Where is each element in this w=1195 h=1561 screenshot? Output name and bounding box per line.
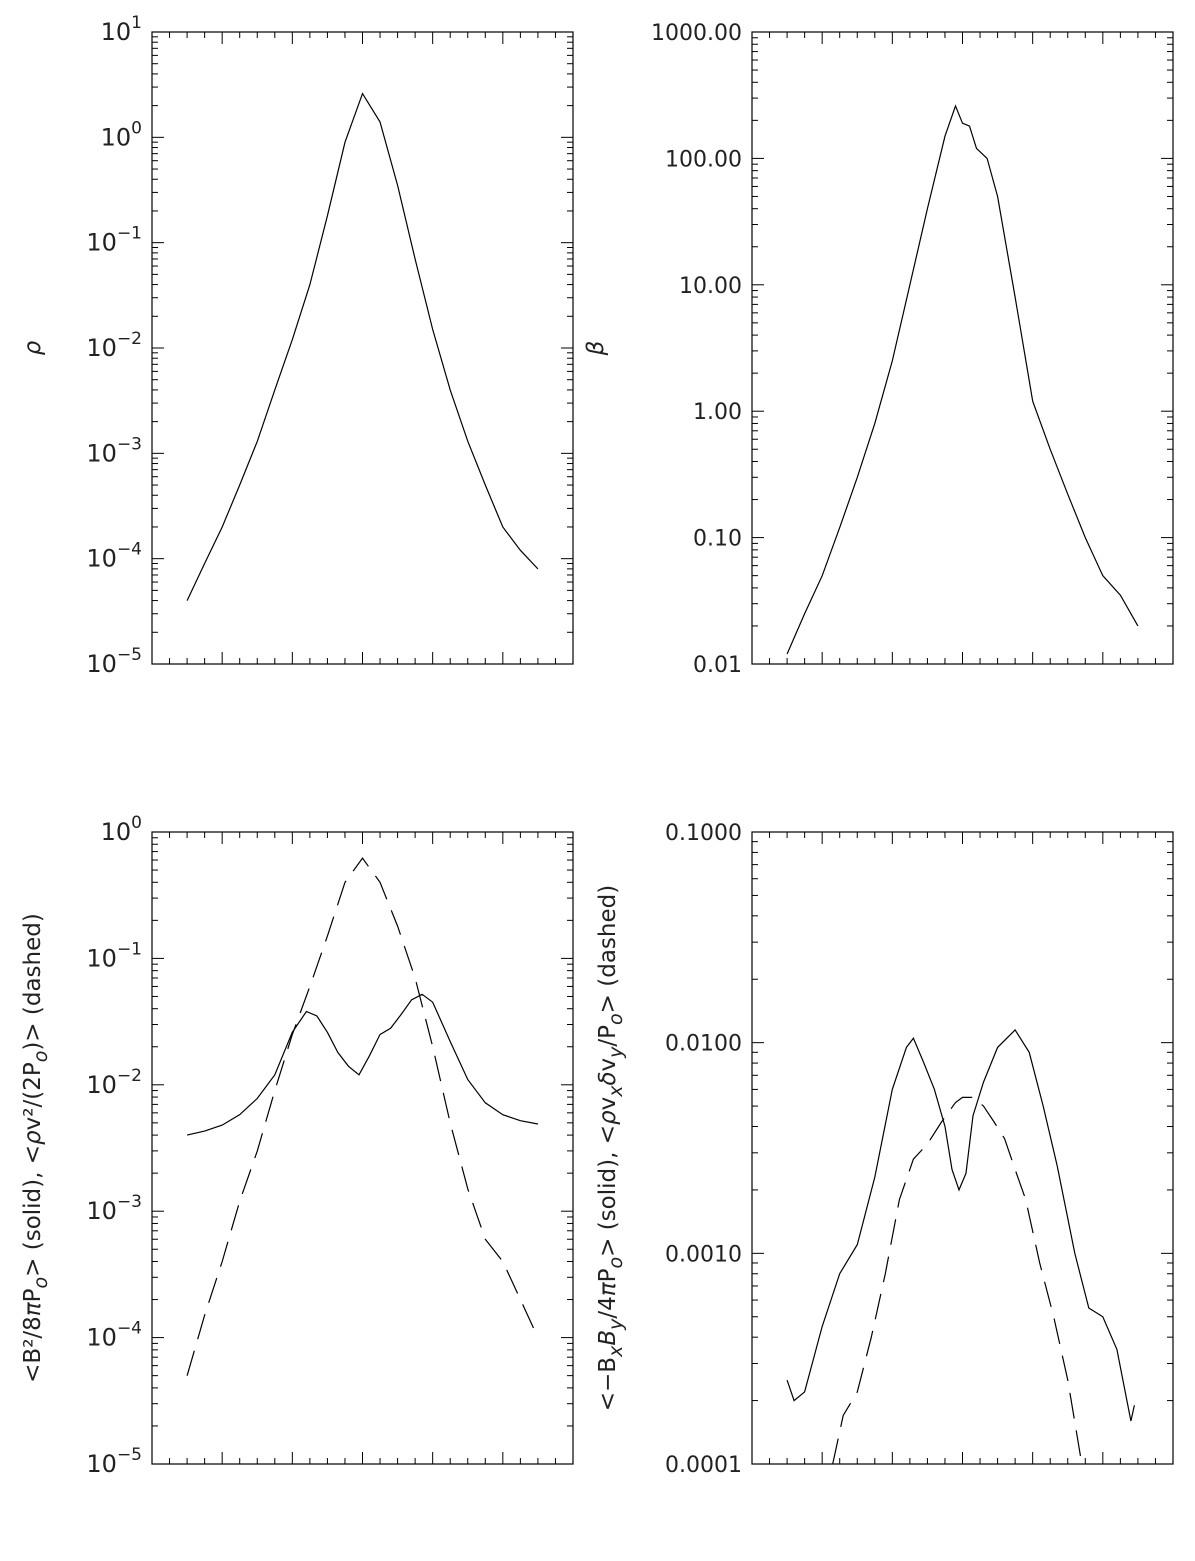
y-tick-label-exponent: −5 [117, 1445, 142, 1465]
y-tick-label-exponent: 1 [131, 13, 142, 33]
y-tick-label-base: 10 [86, 545, 117, 573]
y-axis-label-part: > (solid), < [595, 1125, 621, 1257]
series-dashed-line [832, 1096, 1083, 1465]
y-tick-label-base: 10 [86, 1197, 117, 1225]
y-axis-label-part: o [605, 1257, 627, 1269]
y-tick-label-base: 10 [101, 18, 132, 46]
series-solid-line [186, 92, 539, 601]
y-tick-label-base: 10 [86, 334, 117, 362]
y-tick-label: 10−3 [86, 434, 142, 467]
y-axis-label-part: v [595, 1058, 621, 1072]
y-axis-label-part: π [595, 1281, 621, 1296]
y-tick-label: 10−1 [86, 224, 142, 257]
y-axis-label-part: <−B [595, 1357, 621, 1411]
y-tick-label: 101 [101, 13, 142, 46]
y-tick-label: 10−1 [86, 939, 142, 972]
y-tick-label-exponent: −3 [117, 1192, 142, 1212]
y-tick-label-base: 10 [86, 1324, 117, 1352]
y-axis-label-part: β [583, 341, 609, 357]
y-tick-label: 10−4 [86, 1319, 142, 1352]
y-tick-label-exponent: 0 [131, 118, 142, 138]
y-tick-label-exponent: −1 [117, 224, 142, 244]
y-tick-label-base: 10 [86, 944, 117, 972]
y-tick-label: 10.00 [679, 274, 742, 299]
y-axis-label-part: π [20, 1301, 46, 1316]
y-axis-label-part: δ [595, 1071, 621, 1085]
y-tick-label: 10−2 [86, 329, 142, 362]
y-axis-label-part: x [605, 1085, 627, 1098]
y-tick-label-base: 10 [101, 123, 132, 151]
y-axis-label-part: v²/(2P [20, 1062, 46, 1130]
y-tick-label-exponent: −4 [117, 540, 142, 560]
y-tick-label-exponent: −2 [117, 329, 142, 349]
y-axis-label-part: v [595, 1097, 621, 1111]
y-tick-label: 0.1000 [665, 821, 742, 846]
y-tick-label: 0.01 [693, 653, 742, 678]
y-tick-label: 10−4 [86, 540, 142, 573]
plot-frame [151, 831, 574, 1465]
y-axis-label-part: > (solid), < [20, 1145, 46, 1277]
y-axis-label-part: ρ [20, 1130, 46, 1145]
y-axis-label-part: P [20, 1288, 46, 1302]
y-axis-label-part: o [30, 1051, 52, 1063]
series-solid-line [186, 993, 539, 1136]
y-tick-label-exponent: −5 [117, 645, 142, 665]
panel-beta: 0.01 0.10 1.00 10.00 100.00 1000.00 β [583, 21, 1174, 678]
y-axis-label: ρ [20, 340, 46, 355]
y-tick-label: 10−5 [86, 645, 142, 678]
plot-frame [751, 831, 1174, 1465]
y-tick-label: 10−2 [86, 1066, 142, 1099]
y-tick-label-exponent: −2 [117, 1066, 142, 1086]
y-tick-label: 0.0100 [665, 1032, 742, 1057]
y-axis-label-part: o [30, 1277, 52, 1289]
y-tick-label-base: 10 [86, 439, 117, 467]
y-tick-label-base: 10 [86, 1450, 117, 1478]
y-tick-label-exponent: −4 [117, 1319, 142, 1339]
y-tick-label-exponent: 0 [131, 813, 142, 833]
y-axis-label-part: o [605, 1013, 627, 1025]
y-axis-label-part: <B²/8 [20, 1316, 46, 1383]
series-solid-line [786, 1028, 1135, 1422]
plot-frame [751, 31, 1174, 665]
y-tick-label: 100 [101, 118, 142, 151]
y-tick-label: 10−3 [86, 1192, 142, 1225]
plot-frame [151, 31, 574, 665]
y-tick-label-base: 10 [86, 1071, 117, 1099]
y-tick-label: 1000.00 [651, 21, 742, 46]
y-axis-label: β [583, 341, 609, 357]
y-axis-label-part: )> (dashed) [20, 913, 46, 1051]
y-axis-label-part: /4 [595, 1296, 621, 1318]
y-tick-label: 100 [101, 813, 142, 846]
y-axis-label-part: y [605, 1318, 627, 1331]
y-axis-label: <B²/8πPo> (solid), <ρv²/(2Po)> (dashed) [20, 913, 52, 1383]
series-solid-line [786, 104, 1139, 655]
y-tick-label: 0.0001 [665, 1453, 742, 1478]
y-tick-label-exponent: −3 [117, 434, 142, 454]
y-axis-label: <−BxBy/4πPo> (solid), <ρvxδvy/Po> (dashe… [595, 885, 627, 1411]
y-axis-label-part: y [605, 1046, 627, 1059]
y-axis-label-part: /P [595, 1025, 621, 1047]
y-tick-label-base: 10 [86, 229, 117, 257]
y-tick-label-base: 10 [101, 818, 132, 846]
y-axis-label-part: x [605, 1345, 627, 1358]
y-tick-label: 0.0010 [665, 1242, 742, 1267]
y-axis-label-part: ρ [595, 1110, 621, 1125]
y-tick-label: 10−5 [86, 1445, 142, 1478]
y-tick-label-exponent: −1 [117, 939, 142, 959]
y-tick-label: 100.00 [665, 147, 742, 172]
series-dashed-line [186, 857, 539, 1376]
y-tick-label: 0.10 [693, 527, 742, 552]
y-tick-label-base: 10 [86, 650, 117, 678]
y-axis-label-part: > (dashed) [595, 885, 621, 1014]
y-axis-label-part: B [595, 1330, 621, 1346]
y-axis-label-part: ρ [20, 340, 46, 355]
y-tick-label: 1.00 [693, 400, 742, 425]
y-axis-label-part: P [595, 1268, 621, 1282]
